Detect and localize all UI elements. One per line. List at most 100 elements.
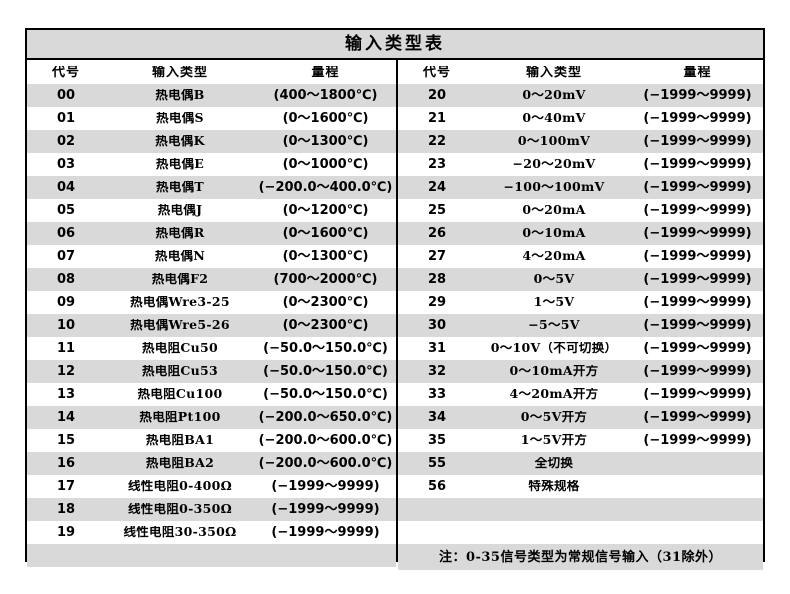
table-row: 14 热电阻Pt100 (−200.0～650.0℃): [27, 406, 396, 429]
cell-input-type: 热电阻BA1: [145, 434, 215, 447]
cell-range: (−1999～9999): [643, 273, 752, 286]
cell-range: (−200.0～600.0℃): [258, 434, 393, 447]
cell-input-type: −20～20mV: [512, 158, 596, 171]
cell-code: 27: [427, 250, 447, 263]
cell-range: (0～2300℃): [282, 319, 369, 332]
cell-input-type: 热电阻Cu50: [141, 342, 219, 355]
cell-input-type: 热电偶K: [155, 135, 205, 148]
table-row: 27 4～20mA (−1999～9999): [398, 245, 763, 268]
cell-code: 55: [427, 457, 447, 470]
cell-code: 13: [56, 388, 76, 401]
cell-code: 01: [56, 112, 76, 125]
cell-input-type: 线性电阻0-400Ω: [127, 480, 233, 493]
table-row: 56 特殊规格: [398, 475, 763, 498]
cell-input-type: 热电偶Wre5-26: [130, 319, 230, 332]
table-row: 21 0～40mV (−1999～9999): [398, 107, 763, 130]
table-row: 00 热电偶B (400～1800℃): [27, 84, 396, 107]
table-row: 12 热电阻Cu53 (−50.0～150.0℃): [27, 360, 396, 383]
cell-input-type: 0～5V开方: [520, 411, 588, 424]
cell-code: 56: [427, 480, 447, 493]
cell-input-type: 线性电阻0-350Ω: [127, 503, 233, 516]
cell-code: 20: [427, 89, 447, 102]
table-row: 02 热电偶K (0～1300℃): [27, 130, 396, 153]
cell-range: (−1999～9999): [643, 181, 752, 194]
cell-range: (−200.0～400.0℃): [258, 181, 393, 194]
cell-code: 08: [56, 273, 76, 286]
cell-input-type: −5～5V: [528, 319, 580, 332]
cell-code: 26: [427, 227, 447, 240]
table-row: 03 热电偶E (0～1000℃): [27, 153, 396, 176]
cell-code: 12: [56, 365, 76, 378]
table-row: 07 热电偶N (0～1300℃): [27, 245, 396, 268]
cell-code: 11: [56, 342, 76, 355]
table-rows-right: 20 0～20mV (−1999～9999) 21 0～40mV (−1999～9999)…: [398, 84, 763, 544]
table-row: 16 热电阻BA2 (−200.0～600.0℃): [27, 452, 396, 475]
cell-input-type: 1～5V开方: [520, 434, 588, 447]
cell-input-type: 0～40mV: [522, 112, 586, 125]
table-row: 17 线性电阻0-400Ω (−1999～9999): [27, 475, 396, 498]
table-row: 29 1～5V (−1999～9999): [398, 291, 763, 314]
cell-input-type: 热电阻Cu100: [137, 388, 223, 401]
column-header-range-left: 量程: [311, 65, 340, 79]
cell-code: 03: [56, 158, 76, 171]
cell-range: (0～1300℃): [282, 250, 369, 263]
cell-code: 34: [427, 411, 447, 424]
table-rows-left: 00 热电偶B (400～1800℃) 01 热电偶S (0～1600℃) 02 热电偶K (0…: [27, 84, 396, 567]
cell-code: 07: [56, 250, 76, 263]
column-header-code-left: 代号: [51, 65, 80, 79]
cell-range: (−50.0～150.0℃): [263, 342, 388, 355]
cell-range: (−200.0～650.0℃): [258, 411, 393, 424]
cell-range: (−1999～9999): [643, 296, 752, 309]
cell-code: 02: [56, 135, 76, 148]
cell-code: 05: [56, 204, 76, 217]
cell-input-type: 0～10mA开方: [509, 365, 599, 378]
cell-input-type: 0～10V（不可切换）: [490, 342, 618, 355]
table-row: [398, 521, 763, 544]
cell-input-type: 热电偶R: [155, 227, 205, 240]
cell-range: (−1999～9999): [643, 158, 752, 171]
page-title: 输入类型表: [345, 33, 445, 54]
table-row: 23 −20～20mV (−1999～9999): [398, 153, 763, 176]
table-row: 20 0～20mV (−1999～9999): [398, 84, 763, 107]
cell-input-type: 4～20mA: [522, 250, 586, 263]
cell-range: (0～1000℃): [282, 158, 369, 171]
cell-code: 16: [56, 457, 76, 470]
column-header-range-right: 量程: [683, 65, 712, 79]
cell-range: (−1999～9999): [643, 342, 752, 355]
cell-range: (−1999～9999): [643, 112, 752, 125]
cell-input-type: 热电阻Cu53: [141, 365, 219, 378]
cell-range: (0～2300℃): [282, 296, 369, 309]
cell-input-type: 4～20mA开方: [509, 388, 599, 401]
table-row: 35 1～5V开方 (−1999～9999): [398, 429, 763, 452]
table-row: 33 4～20mA开方 (−1999～9999): [398, 383, 763, 406]
table-row: 11 热电阻Cu50 (−50.0～150.0℃): [27, 337, 396, 360]
cell-input-type: 热电偶E: [155, 158, 205, 171]
cell-range: (−1999～9999): [271, 526, 380, 539]
cell-range: (−50.0～150.0℃): [263, 365, 388, 378]
cell-code: 00: [56, 89, 76, 102]
cell-input-type: 热电偶Wre3-25: [130, 296, 230, 309]
cell-range: (0～1200℃): [282, 204, 369, 217]
cell-range: (−1999～9999): [271, 480, 380, 493]
cell-code: 09: [56, 296, 76, 309]
table-row: 22 0～100mV (−1999～9999): [398, 130, 763, 153]
cell-input-type: 0～20mA: [522, 204, 586, 217]
cell-input-type: 热电偶N: [154, 250, 206, 263]
table-row: 13 热电阻Cu100 (−50.0～150.0℃): [27, 383, 396, 406]
cell-range: (0～1300℃): [282, 135, 369, 148]
table-row: 24 −100～100mV (−1999～9999): [398, 176, 763, 199]
table-row: 26 0～10mA (−1999～9999): [398, 222, 763, 245]
cell-code: 17: [56, 480, 76, 493]
cell-code: 25: [427, 204, 447, 217]
column-header-code-right: 代号: [422, 65, 451, 79]
cell-code: 32: [427, 365, 447, 378]
table-row: [398, 498, 763, 521]
cell-input-type: 热电偶F2: [151, 273, 209, 286]
cell-code: 28: [427, 273, 447, 286]
table-title-band: 输入类型表: [27, 30, 763, 60]
table-row: 55 全切换: [398, 452, 763, 475]
column-header-type-right: 输入类型: [525, 65, 582, 79]
table-row: 18 线性电阻0-350Ω (−1999～9999): [27, 498, 396, 521]
cell-range: (400～1800℃): [273, 89, 378, 102]
